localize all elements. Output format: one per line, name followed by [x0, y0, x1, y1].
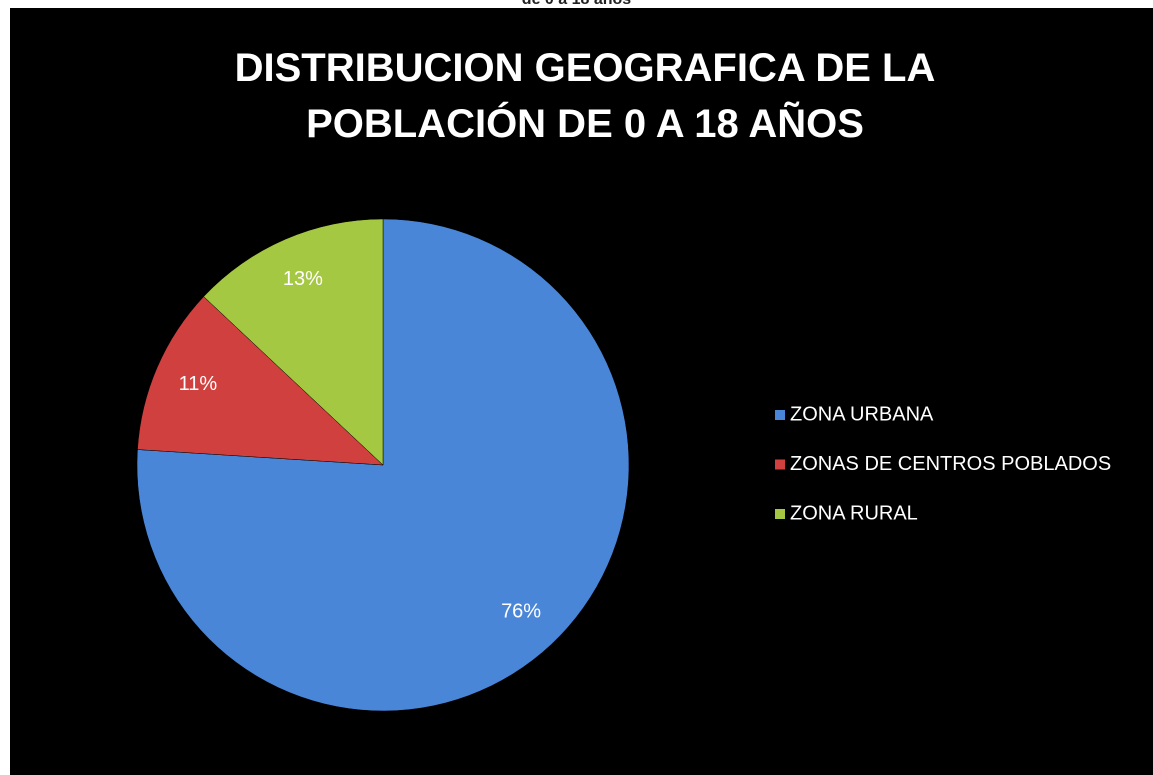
pie-slice	[136, 218, 630, 712]
legend-label: ZONA RURAL	[790, 502, 918, 524]
legend-label: ZONAS DE CENTROS POBLADOS	[790, 453, 1111, 475]
legend-marker	[775, 509, 785, 519]
data-label: 11%	[179, 373, 218, 395]
legend-label: ZONA URBANA	[790, 403, 934, 425]
pie-slice	[137, 296, 384, 466]
legend-marker	[775, 459, 785, 470]
clipped-caption: de 0 a 18 años	[0, 0, 1153, 9]
pie-slice	[203, 218, 384, 466]
data-label: 76%	[501, 600, 541, 622]
legend-marker	[775, 410, 785, 420]
data-label: 13%	[283, 268, 323, 290]
chart-title: DISTRIBUCION GEOGRAFICA DE LA POBLACIÓN …	[234, 46, 936, 146]
